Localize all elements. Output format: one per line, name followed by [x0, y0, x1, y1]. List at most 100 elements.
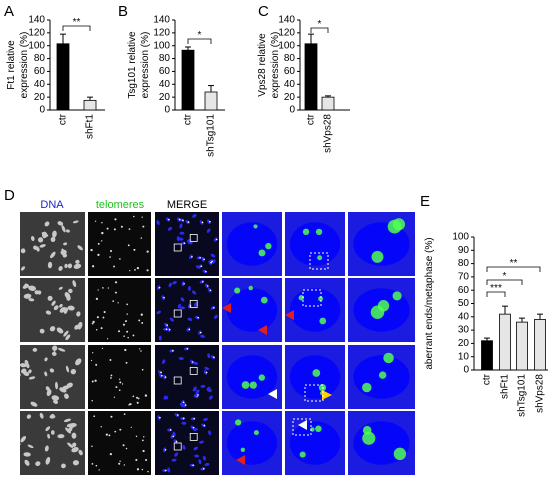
y-tick-label: 60: [159, 66, 171, 77]
y-tick-label: 40: [159, 79, 171, 90]
chromosome: [180, 297, 185, 302]
telomere-dot: [135, 458, 138, 461]
arrowhead: [268, 389, 277, 399]
telomere-dot: [120, 225, 123, 228]
telomere-dot: [197, 394, 199, 396]
y-axis-label: Vps28 relative: [257, 33, 268, 97]
telomere-dot: [129, 403, 132, 406]
column-header: telomeres: [96, 199, 145, 211]
chromosome: [190, 417, 196, 421]
chromosome: [66, 423, 73, 428]
telomere-dot: [159, 416, 161, 419]
significance-bracket: [310, 27, 329, 33]
chromosome: [197, 330, 202, 335]
y-tick-label: 20: [159, 92, 171, 103]
telomere-dot: [127, 336, 129, 339]
telomere-dot: [175, 440, 178, 443]
y-tick-label: 10: [458, 351, 470, 362]
telomere-dot: [192, 464, 194, 467]
chromosome: [202, 455, 206, 461]
arrowhead: [222, 303, 231, 313]
telomere-dot: [112, 300, 115, 302]
telomere-dot: [182, 417, 185, 420]
chromosome: [181, 281, 185, 287]
panel-letter: A: [4, 3, 14, 20]
chromosome: [204, 283, 209, 289]
y-axis-label: aberrant ends/metaphase (%): [424, 237, 435, 369]
chromosome: [156, 220, 160, 226]
image-grid: [19, 212, 415, 475]
telomere-dot: [205, 371, 208, 374]
arrowhead: [258, 325, 267, 335]
micrograph: [88, 345, 151, 409]
telomere-dot: [141, 322, 144, 324]
chromosome: [64, 263, 68, 269]
y-axis-label: Tsg101 relative: [127, 31, 138, 99]
x-tick-label: shTsg101: [206, 114, 217, 157]
telomere-signal: [234, 287, 241, 294]
row-label: ctr: [9, 238, 21, 251]
y-tick-label: 70: [458, 272, 470, 283]
chromosome: [60, 249, 67, 255]
significance-label: ***: [490, 283, 502, 294]
chromosome: [226, 421, 278, 465]
telomere-dot: [141, 439, 144, 442]
chromosome: [51, 351, 57, 356]
chromosome: [20, 266, 26, 271]
chromosome: [192, 386, 197, 392]
chromosome: [58, 266, 63, 271]
chromosome: [44, 371, 48, 377]
chromosome: [170, 434, 175, 439]
chromosome: [156, 285, 161, 291]
telomere-dot: [102, 287, 104, 289]
bar: [534, 319, 546, 371]
y-tick-label: 0: [164, 105, 170, 116]
telomere-dot: [106, 338, 109, 340]
chromosome: [183, 402, 187, 408]
y-tick-label: 100: [278, 40, 295, 51]
telomere-signal: [362, 382, 372, 393]
chromosome: [57, 221, 64, 226]
telomere-dot: [177, 414, 179, 416]
y-tick-label: 60: [34, 66, 46, 77]
chromosome: [72, 442, 77, 448]
chromosome: [47, 261, 53, 269]
chromosome: [63, 418, 72, 423]
telomere-signal: [265, 242, 272, 250]
telomere-signal: [248, 285, 254, 291]
telomere-dot: [205, 270, 207, 273]
telomere-dot: [139, 348, 141, 350]
chromosome: [166, 327, 171, 332]
telomere-dot: [101, 222, 103, 224]
telomere-signal: [253, 224, 258, 229]
row-label: shTsg101: [9, 353, 21, 400]
significance-bracket: [486, 279, 523, 285]
chromosome: [47, 433, 51, 439]
telomere-dot: [184, 404, 187, 406]
chromosome: [78, 449, 83, 456]
chromosome: [75, 259, 80, 264]
y-tick-label: 40: [34, 79, 46, 90]
y-tick-label: 30: [458, 325, 470, 336]
chromosome: [33, 245, 38, 250]
telomere-signal: [371, 250, 384, 263]
telomere-dot: [172, 350, 174, 352]
telomere-dot: [129, 270, 131, 272]
zoom-box: [189, 233, 198, 242]
telomere-dot: [98, 469, 100, 471]
telomere-dot: [136, 468, 140, 471]
telomere-dot: [124, 348, 127, 352]
telomere-dot: [94, 220, 97, 222]
bar: [481, 340, 493, 371]
chromosome: [20, 248, 26, 254]
telomere-dot: [125, 361, 128, 364]
chromosome: [67, 305, 75, 311]
chromosome: [213, 314, 218, 320]
telomere-dot: [188, 328, 191, 331]
chromosome: [289, 421, 341, 465]
telomere-dot: [147, 470, 149, 473]
chromosome: [174, 413, 180, 417]
chromosome: [176, 236, 180, 242]
telomere-dot: [132, 395, 135, 398]
telomere-dot: [138, 319, 141, 322]
